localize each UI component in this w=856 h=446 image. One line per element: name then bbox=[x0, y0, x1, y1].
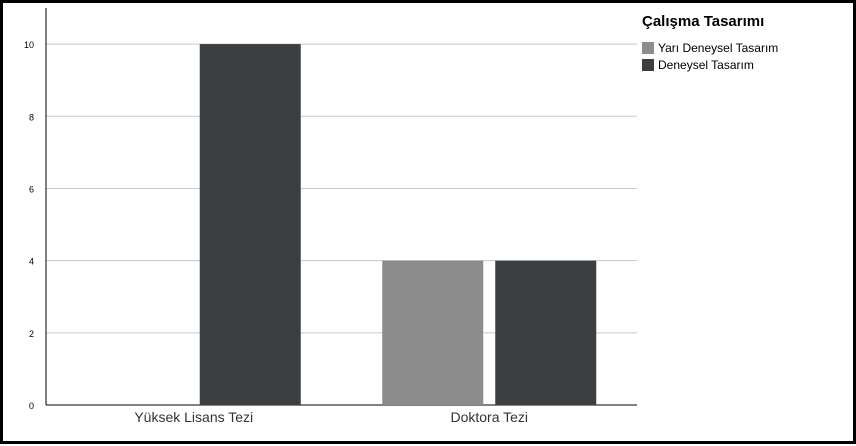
legend-title: Çalışma Tasarımı bbox=[642, 13, 765, 30]
x-tick-label-1: Doktora Tezi bbox=[450, 409, 528, 425]
legend-label-yari-deneysel: Yarı Deneysel Tasarım bbox=[658, 41, 779, 55]
y-tick-label-0: 0 bbox=[29, 401, 34, 411]
legend-swatch-deneysel bbox=[642, 59, 654, 71]
legend-label-deneysel: Deneysel Tasarım bbox=[658, 58, 754, 72]
legend-item-deneysel: Deneysel Tasarım bbox=[642, 58, 754, 72]
bar-1-1 bbox=[495, 260, 597, 405]
y-tick-label-10: 10 bbox=[24, 40, 34, 50]
y-tick-label-2: 2 bbox=[29, 329, 34, 339]
legend-swatch-yari-deneysel bbox=[642, 42, 654, 54]
legend-item-yari-deneysel: Yarı Deneysel Tasarım bbox=[642, 41, 778, 55]
y-tick-label-4: 4 bbox=[29, 257, 34, 267]
bar-chart: 0 2 4 6 8 10 Yüksek Lisans Tezi Doktora Tezi bbox=[24, 8, 637, 425]
y-tick-label-6: 6 bbox=[29, 184, 34, 194]
bar-1-0 bbox=[382, 260, 484, 405]
bar-0-1 bbox=[199, 44, 301, 405]
x-tick-label-0: Yüksek Lisans Tezi bbox=[134, 409, 253, 425]
y-tick-label-8: 8 bbox=[29, 112, 34, 122]
